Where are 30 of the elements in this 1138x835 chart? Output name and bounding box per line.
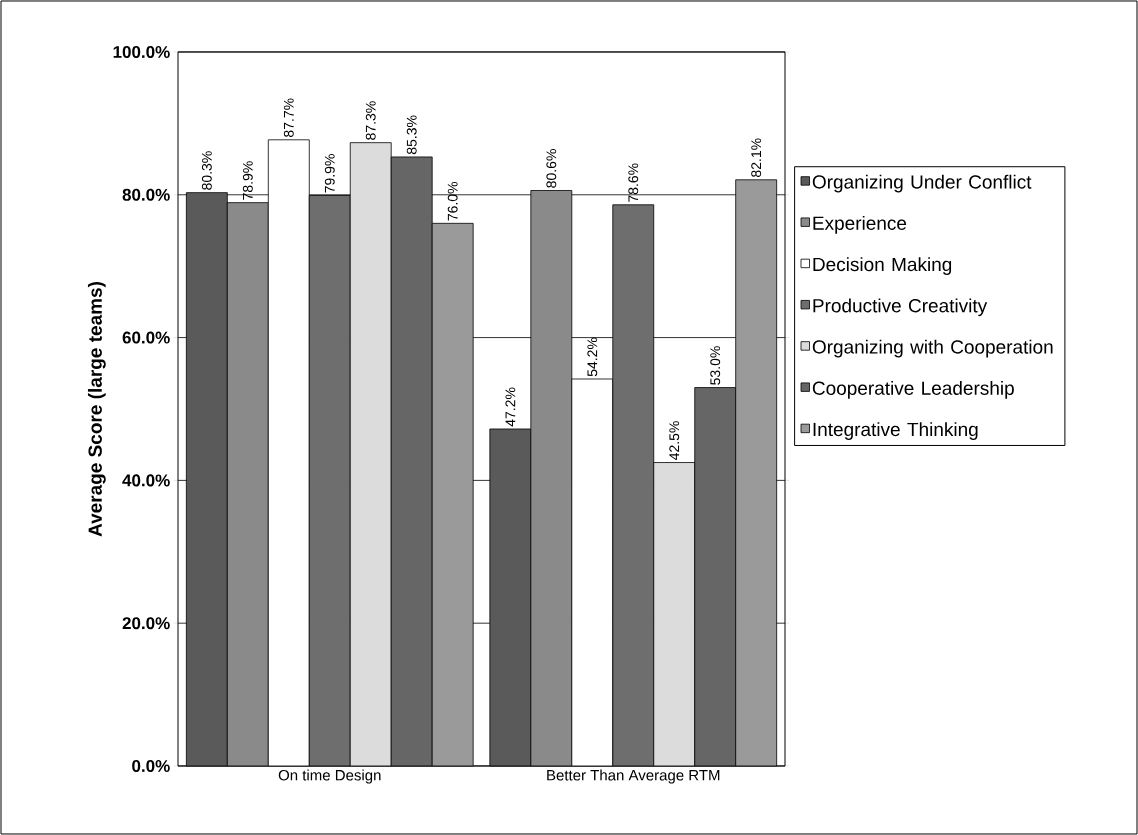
data-label: 87.3%: [365, 101, 376, 140]
x-tick-label: On time Design: [278, 769, 381, 784]
y-axis-title: Average Score (large teams): [87, 282, 106, 537]
legend-label: Cooperative Leadership: [812, 380, 1014, 399]
y-tick-label: 0.0%: [132, 759, 170, 773]
y-tick-label: 40.0%: [122, 474, 170, 487]
legend-label: Decision Making: [813, 257, 952, 275]
data-label: 78.6%: [628, 163, 639, 202]
data-label: 47.2%: [505, 387, 516, 427]
data-label: 54.2%: [587, 337, 598, 377]
data-label: 80.6%: [546, 149, 557, 188]
data-label: 87.7%: [283, 98, 294, 137]
data-label: 42.5%: [669, 421, 680, 461]
x-tick-label: Better Than Average RTM: [547, 769, 720, 784]
data-label: 80.3%: [201, 151, 212, 190]
data-label: 85.3%: [406, 115, 417, 155]
data-label: 82.1%: [751, 138, 762, 177]
y-tick-label: 80.0%: [122, 188, 170, 201]
legend-label: Organizing Under Conflict: [812, 174, 1032, 193]
legend-label: Productive Creativity: [813, 298, 988, 317]
y-tick-label: 20.0%: [122, 617, 170, 630]
y-tick-label: 60.0%: [122, 331, 170, 344]
data-label: 76.0%: [447, 181, 458, 221]
y-tick-label: 100.0%: [113, 45, 170, 59]
data-label: 78.9%: [242, 161, 253, 200]
legend-label: Experience: [813, 215, 907, 234]
data-label: 53.0%: [710, 346, 721, 385]
data-label: 79.9%: [324, 154, 335, 193]
legend-label: Integrative Thinking: [813, 422, 978, 440]
legend-label: Organizing with Cooperation: [812, 339, 1053, 358]
